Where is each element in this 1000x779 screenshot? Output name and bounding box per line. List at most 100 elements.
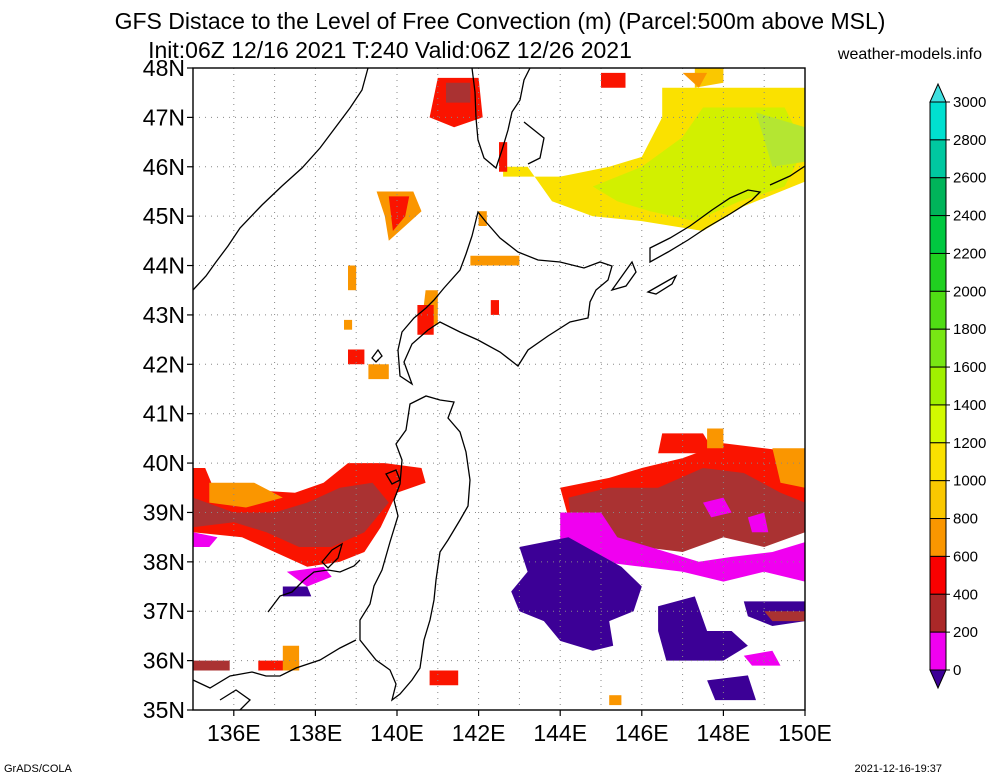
coast-kamchatka-tip bbox=[769, 165, 805, 186]
lat-label: 41N bbox=[143, 401, 185, 427]
lfc-region-41 bbox=[703, 497, 732, 518]
lfc-region-33 bbox=[511, 537, 642, 651]
lfc-region-34 bbox=[658, 596, 748, 661]
colorbar-swatch bbox=[929, 555, 947, 595]
lfc-region-21 bbox=[193, 482, 389, 547]
lfc-region-40 bbox=[707, 428, 724, 449]
lon-label: 150E bbox=[778, 720, 832, 746]
colorbar-swatch bbox=[929, 480, 947, 520]
lfc-region-1 bbox=[592, 107, 805, 222]
coast-sakhalin bbox=[471, 68, 531, 170]
lon-label: 138E bbox=[289, 720, 343, 746]
lat-label: 46N bbox=[143, 154, 185, 180]
lfc-region-42 bbox=[747, 512, 769, 533]
lfc-field bbox=[193, 68, 805, 706]
coast-misc bbox=[219, 689, 252, 710]
lfc-region-29 bbox=[429, 670, 459, 686]
lfc-region-32 bbox=[560, 512, 805, 582]
lfc-region-38 bbox=[707, 675, 756, 701]
colorbar-label: 3000 bbox=[953, 94, 986, 111]
lon-label: 148E bbox=[697, 720, 751, 746]
colorbar-swatch bbox=[929, 366, 947, 406]
lfc-region-10 bbox=[388, 196, 410, 231]
colorbar-swatch bbox=[929, 442, 947, 482]
lon-axis-labels: 136E 138E 140E 142E 144E 146E 148E 150E bbox=[207, 710, 832, 746]
colorbar-bottom-arrow bbox=[929, 669, 947, 690]
colorbar-label: 2400 bbox=[953, 208, 986, 225]
colorbar-swatch bbox=[929, 290, 947, 330]
coast-okushiri bbox=[371, 348, 383, 363]
coast-hokkaido bbox=[397, 210, 613, 386]
coast-noto bbox=[267, 559, 361, 613]
colorbar-swatch bbox=[929, 328, 947, 368]
colorbar-label: 600 bbox=[953, 548, 978, 565]
lfc-region-16 bbox=[490, 300, 499, 315]
colorbar-label: 1400 bbox=[953, 397, 986, 414]
lfc-region-26 bbox=[193, 660, 230, 671]
colorbar-swatch bbox=[929, 177, 947, 217]
lat-label: 42N bbox=[143, 351, 185, 377]
colorbar-top-arrow bbox=[929, 82, 947, 103]
lon-label: 144E bbox=[533, 720, 587, 746]
lat-axis-labels: 48N 47N 46N 45N 44N 43N 42N 41N 40N 39N 38N 37N 36N 3… bbox=[143, 55, 193, 723]
lfc-region-6 bbox=[446, 82, 471, 103]
lat-label: 37N bbox=[143, 598, 185, 624]
colorbar-label: 2000 bbox=[953, 283, 986, 300]
coast-oga bbox=[385, 469, 401, 485]
lfc-region-43 bbox=[772, 448, 805, 488]
colorbar-label: 1200 bbox=[953, 435, 986, 452]
lon-label: 140E bbox=[370, 720, 424, 746]
colorbar-label: 2200 bbox=[953, 245, 986, 262]
lfc-region-4 bbox=[682, 72, 708, 88]
lat-label: 44N bbox=[143, 253, 185, 279]
chart-subtitle: Init:06Z 12/16 2021 T:240 Valid:06Z 12/2… bbox=[148, 37, 632, 63]
lon-label: 136E bbox=[207, 720, 261, 746]
coast-sado bbox=[321, 542, 344, 569]
lat-label: 43N bbox=[143, 302, 185, 328]
lfc-region-19 bbox=[368, 364, 389, 380]
coast-honshu-west bbox=[193, 639, 357, 689]
lfc-region-37 bbox=[743, 650, 781, 666]
lfc-region-31 bbox=[568, 468, 805, 552]
chart-title: GFS Distace to the Level of Free Convect… bbox=[114, 8, 886, 34]
lfc-region-24 bbox=[286, 566, 332, 587]
coast-honshu bbox=[359, 395, 471, 702]
lfc-region-39 bbox=[658, 433, 716, 454]
lon-label: 142E bbox=[452, 720, 506, 746]
coast-kuril-small2 bbox=[646, 274, 678, 295]
lfc-region-25 bbox=[282, 586, 312, 597]
graticule bbox=[193, 68, 805, 710]
footer-timestamp: 2021-12-16-19:37 bbox=[854, 763, 942, 775]
colorbar-swatch bbox=[929, 631, 947, 671]
lfc-region-22 bbox=[209, 482, 283, 508]
lfc-region-13 bbox=[348, 265, 357, 291]
coast-aniva bbox=[523, 121, 545, 165]
colorbar-swatch bbox=[929, 101, 947, 141]
lat-label: 38N bbox=[143, 549, 185, 575]
colorbar-swatch bbox=[929, 593, 947, 633]
site-credit: weather-models.info bbox=[837, 46, 982, 63]
coast-kuril-small bbox=[610, 260, 637, 292]
colorbar-swatch bbox=[929, 518, 947, 557]
lat-label: 45N bbox=[143, 203, 185, 229]
lfc-region-15 bbox=[417, 305, 434, 335]
lat-label: 39N bbox=[143, 499, 185, 525]
colorbar-swatch bbox=[929, 252, 947, 292]
colorbar-label: 1000 bbox=[953, 473, 986, 490]
lfc-region-28 bbox=[282, 645, 300, 671]
lat-label: 35N bbox=[143, 697, 185, 723]
lat-label: 36N bbox=[143, 648, 185, 674]
colorbar: 3000280026002400220020001800160014001200… bbox=[929, 82, 986, 690]
colorbar-label: 1600 bbox=[953, 359, 986, 376]
coast-primorye bbox=[193, 68, 369, 291]
colorbar-label: 200 bbox=[953, 624, 978, 641]
lfc-region-8 bbox=[499, 142, 508, 172]
colorbar-swatch bbox=[929, 404, 947, 444]
lon-label: 146E bbox=[615, 720, 669, 746]
colorbar-swatch bbox=[929, 139, 947, 179]
colorbar-label: 800 bbox=[953, 511, 978, 528]
colorbar-swatch bbox=[929, 215, 947, 254]
lfc-region-17 bbox=[344, 319, 353, 330]
coastlines bbox=[193, 68, 805, 710]
